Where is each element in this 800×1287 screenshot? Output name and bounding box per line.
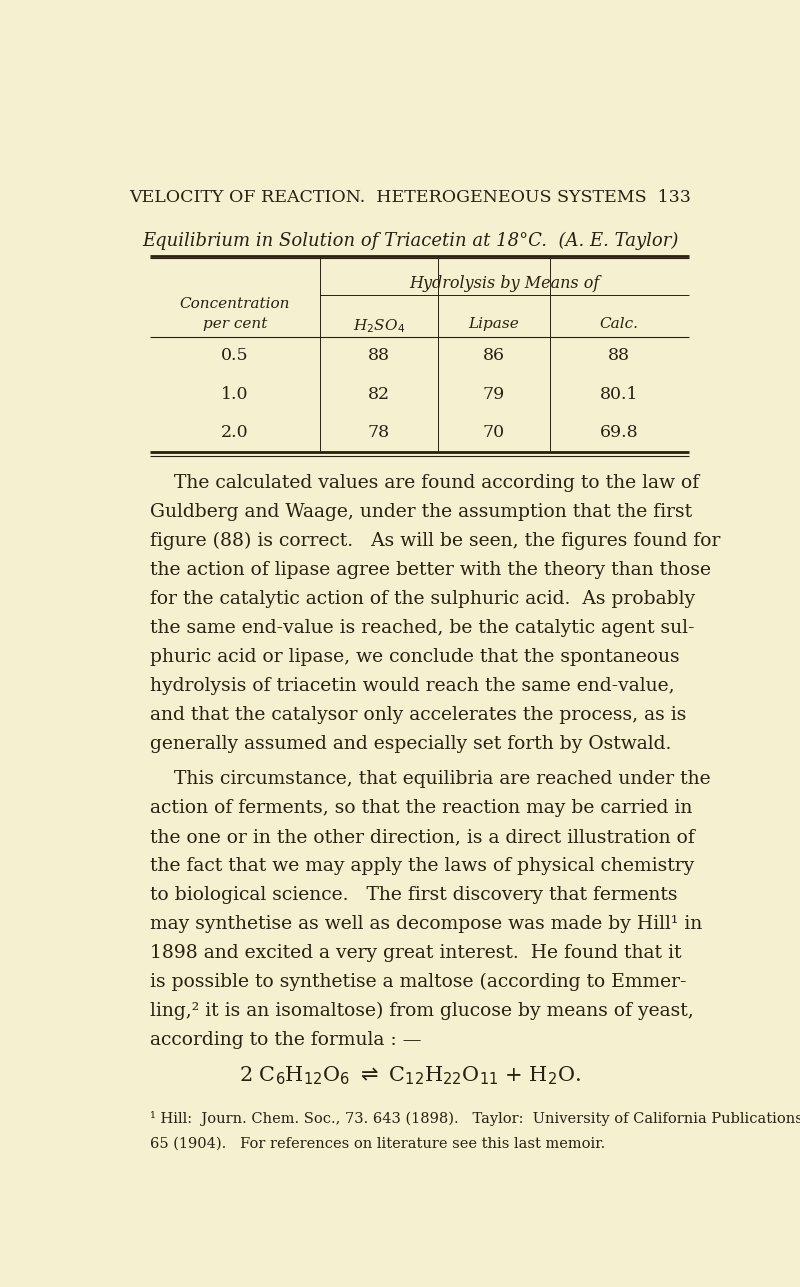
Text: according to the formula : —: according to the formula : — [150, 1031, 421, 1049]
Text: 78: 78 [368, 425, 390, 441]
Text: the same end-value is reached, be the catalytic agent sul-: the same end-value is reached, be the ca… [150, 619, 694, 637]
Text: VELOCITY OF REACTION.  HETEROGENEOUS SYSTEMS  133: VELOCITY OF REACTION. HETEROGENEOUS SYST… [129, 189, 691, 206]
Text: may synthetise as well as decompose was made by Hill¹ in: may synthetise as well as decompose was … [150, 915, 702, 933]
Text: 86: 86 [482, 347, 505, 364]
Text: 1898 and excited a very great interest.  He found that it: 1898 and excited a very great interest. … [150, 945, 681, 963]
Text: the action of lipase agree better with the theory than those: the action of lipase agree better with t… [150, 561, 710, 579]
Text: Guldberg and Waage, under the assumption that the first: Guldberg and Waage, under the assumption… [150, 503, 692, 520]
Text: phuric acid or lipase, we conclude that the spontaneous: phuric acid or lipase, we conclude that … [150, 647, 679, 665]
Text: Lipase: Lipase [468, 317, 519, 331]
Text: action of ferments, so that the reaction may be carried in: action of ferments, so that the reaction… [150, 799, 692, 817]
Text: and that the catalysor only accelerates the process, as is: and that the catalysor only accelerates … [150, 705, 686, 723]
Text: 1.0: 1.0 [221, 386, 249, 403]
Text: 0.5: 0.5 [221, 347, 249, 364]
Text: The calculated values are found according to the law of: The calculated values are found accordin… [174, 474, 699, 492]
Text: 65 (1904).   For references on literature see this last memoir.: 65 (1904). For references on literature … [150, 1136, 605, 1151]
Text: figure (88) is correct.   As will be seen, the figures found for: figure (88) is correct. As will be seen,… [150, 532, 720, 550]
Text: 2.0: 2.0 [221, 425, 249, 441]
Text: ¹ Hill:  Journ. Chem. Soc., 73. 643 (1898).   Taylor:  University of California : ¹ Hill: Journ. Chem. Soc., 73. 643 (1898… [150, 1111, 800, 1126]
Text: generally assumed and especially set forth by Ostwald.: generally assumed and especially set for… [150, 735, 671, 753]
Text: 2 C$_6$H$_{12}$O$_6$ $\rightleftharpoons$ C$_{12}$H$_{22}$O$_{11}$ + H$_2$O.: 2 C$_6$H$_{12}$O$_6$ $\rightleftharpoons… [239, 1064, 581, 1086]
Text: is possible to synthetise a maltose (according to Emmer-: is possible to synthetise a maltose (acc… [150, 973, 686, 991]
Text: the fact that we may apply the laws of physical chemistry: the fact that we may apply the laws of p… [150, 857, 694, 875]
Text: per cent: per cent [202, 317, 267, 331]
Text: Hydrolysis by Means of: Hydrolysis by Means of [410, 275, 600, 292]
Text: to biological science.   The first discovery that ferments: to biological science. The first discove… [150, 885, 677, 903]
Text: 88: 88 [368, 347, 390, 364]
Text: 80.1: 80.1 [600, 386, 638, 403]
Text: 79: 79 [482, 386, 505, 403]
Text: This circumstance, that equilibria are reached under the: This circumstance, that equilibria are r… [150, 770, 710, 788]
Text: Equilibrium in Solution of Triacetin at 18°C.  (A. E. Taylor): Equilibrium in Solution of Triacetin at … [142, 232, 678, 250]
Text: for the catalytic action of the sulphuric acid.  As probably: for the catalytic action of the sulphuri… [150, 589, 694, 607]
Text: hydrolysis of triacetin would reach the same end-value,: hydrolysis of triacetin would reach the … [150, 677, 674, 695]
Text: 82: 82 [368, 386, 390, 403]
Text: 69.8: 69.8 [600, 425, 638, 441]
Text: 70: 70 [482, 425, 505, 441]
Text: Concentration: Concentration [179, 297, 290, 311]
Text: H$_2$SO$_4$: H$_2$SO$_4$ [353, 317, 405, 335]
Text: ling,² it is an isomaltose) from glucose by means of yeast,: ling,² it is an isomaltose) from glucose… [150, 1003, 694, 1021]
Text: the one or in the other direction, is a direct illustration of: the one or in the other direction, is a … [150, 828, 694, 846]
Text: 88: 88 [608, 347, 630, 364]
Text: Calc.: Calc. [600, 317, 638, 331]
